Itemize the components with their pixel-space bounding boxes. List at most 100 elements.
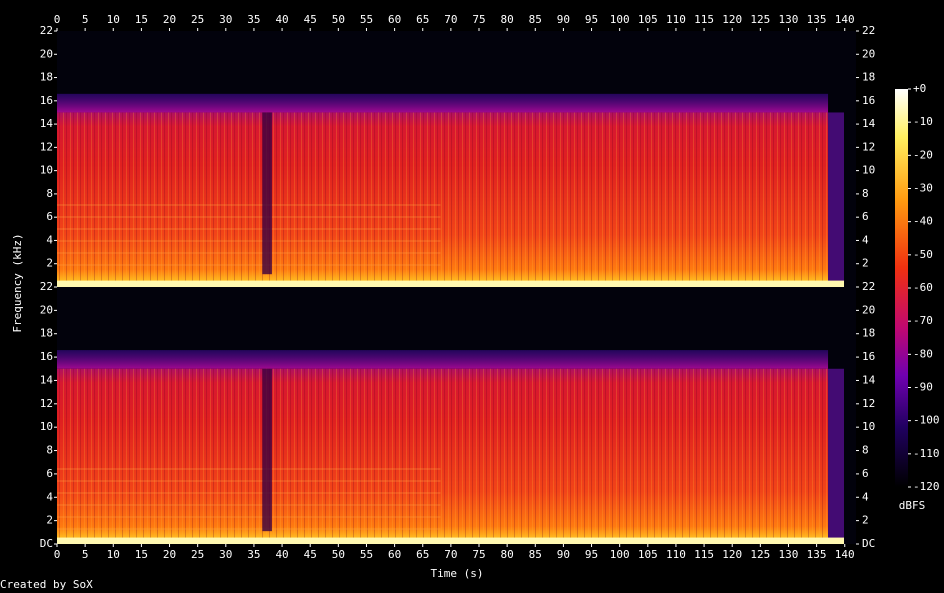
y-tick-label: 10 <box>862 420 875 433</box>
x-tick-label: 65 <box>416 548 429 561</box>
y-tick-label: 16 <box>862 350 875 363</box>
colorbar-tick-label: -70 <box>913 314 933 327</box>
y-tick-label: 4 <box>46 233 53 246</box>
x-tick-label: 100 <box>610 548 630 561</box>
colorbar-tick-label: -20 <box>913 148 933 161</box>
colorbar-tick-label: -40 <box>913 215 933 228</box>
colorbar-tick-label: -10 <box>913 115 933 128</box>
y-tick-label: 2 <box>46 257 53 270</box>
y-tick-label: 22 <box>862 24 875 37</box>
x-tick-label: 20 <box>163 548 176 561</box>
colorbar-tick-label: -100 <box>913 414 940 427</box>
y-tick-label: 6 <box>862 467 869 480</box>
y-tick-label: 18 <box>40 327 53 340</box>
colorbar-tick-label: -90 <box>913 381 933 394</box>
colorbar-tick-label: -120 <box>913 480 940 493</box>
y-tick-label: 18 <box>862 71 875 84</box>
x-tick-label: 95 <box>585 548 598 561</box>
tail <box>828 112 845 287</box>
y-tick-label: 6 <box>46 210 53 223</box>
y-tick-label: 8 <box>46 187 53 200</box>
x-tick-label: 115 <box>694 13 714 26</box>
footer: Created by SoX <box>0 578 93 591</box>
x-tick-label: 15 <box>135 548 148 561</box>
y-tick-label: 14 <box>40 373 54 386</box>
x-tick-label: 75 <box>472 548 485 561</box>
y-tick-label: 16 <box>40 350 53 363</box>
x-tick-label: 45 <box>304 13 317 26</box>
colorbar-tick-label: -60 <box>913 281 933 294</box>
texture <box>57 202 441 275</box>
colorbar-tick-label: -80 <box>913 347 933 360</box>
x-tick-label: 65 <box>416 13 429 26</box>
y-tick-label: 8 <box>862 187 869 200</box>
y-tick-label: 8 <box>862 444 869 457</box>
y-tick-label: 6 <box>46 467 53 480</box>
colorbar-tick-label: -110 <box>913 447 940 460</box>
x-axis-label: Time (s) <box>431 567 484 580</box>
x-tick-label: 20 <box>163 13 176 26</box>
y-tick-label: 10 <box>40 420 53 433</box>
low-band <box>57 280 845 287</box>
y-tick-label: 16 <box>40 94 53 107</box>
x-tick-label: 120 <box>722 13 742 26</box>
x-tick-label: 5 <box>82 548 89 561</box>
x-tick-label: 50 <box>332 13 345 26</box>
x-tick-label: 55 <box>360 548 373 561</box>
x-tick-label: 50 <box>332 548 345 561</box>
gap <box>262 368 272 532</box>
x-tick-label: 60 <box>388 548 401 561</box>
x-tick-label: 75 <box>472 13 485 26</box>
x-tick-label: 25 <box>191 13 204 26</box>
texture <box>57 458 441 532</box>
x-tick-label: 85 <box>529 548 542 561</box>
x-tick-label: 90 <box>557 13 570 26</box>
colorbar-tick-label: +0 <box>913 82 926 95</box>
x-tick-label: 140 <box>835 548 855 561</box>
x-tick-label: 40 <box>275 13 288 26</box>
x-tick-label: 70 <box>444 13 457 26</box>
x-tick-label: 120 <box>722 548 742 561</box>
y-tick-label: 18 <box>862 327 875 340</box>
x-tick-label: 25 <box>191 548 204 561</box>
x-tick-label: 115 <box>694 548 714 561</box>
y-tick-label: 4 <box>862 233 869 246</box>
y-tick-label: 2 <box>46 514 53 527</box>
y-tick-label: 12 <box>862 140 875 153</box>
x-tick-label: 35 <box>247 13 260 26</box>
y-tick-label: 4 <box>862 490 869 503</box>
x-tick-label: 0 <box>54 548 61 561</box>
low-band <box>57 537 845 544</box>
x-tick-label: 105 <box>638 13 658 26</box>
y-tick-label: 2 <box>862 514 869 527</box>
x-tick-label: 55 <box>360 13 373 26</box>
x-tick-label: 60 <box>388 13 401 26</box>
x-tick-label: 130 <box>779 548 799 561</box>
x-tick-label: 40 <box>275 548 288 561</box>
y-tick-label: 18 <box>40 71 53 84</box>
y-tick-label: 20 <box>862 303 875 316</box>
y-tick-label: 22 <box>40 280 53 293</box>
x-tick-label: 110 <box>666 548 686 561</box>
y-tick-label: 14 <box>862 117 876 130</box>
tail <box>828 368 845 544</box>
y-tick-label: 20 <box>40 47 53 60</box>
y-tick-label: 22 <box>862 280 875 293</box>
x-tick-label: 100 <box>610 13 630 26</box>
y-tick-label: 14 <box>40 117 54 130</box>
y-tick-label: 12 <box>40 397 53 410</box>
colorbar-tick-label: -30 <box>913 182 933 195</box>
x-tick-label: 95 <box>585 13 598 26</box>
y-tick-label: 10 <box>40 164 53 177</box>
y-axis-label: Frequency (kHz) <box>11 233 24 332</box>
x-tick-label: 45 <box>304 548 317 561</box>
y-tick-label: 6 <box>862 210 869 223</box>
colorbar-label: dBFS <box>899 499 926 512</box>
y-tick-label: 20 <box>40 303 53 316</box>
x-tick-label: 30 <box>219 13 232 26</box>
x-tick-label: 15 <box>135 13 148 26</box>
x-tick-label: 90 <box>557 548 570 561</box>
gap <box>262 112 272 275</box>
y-tick-label: 2 <box>862 257 869 270</box>
